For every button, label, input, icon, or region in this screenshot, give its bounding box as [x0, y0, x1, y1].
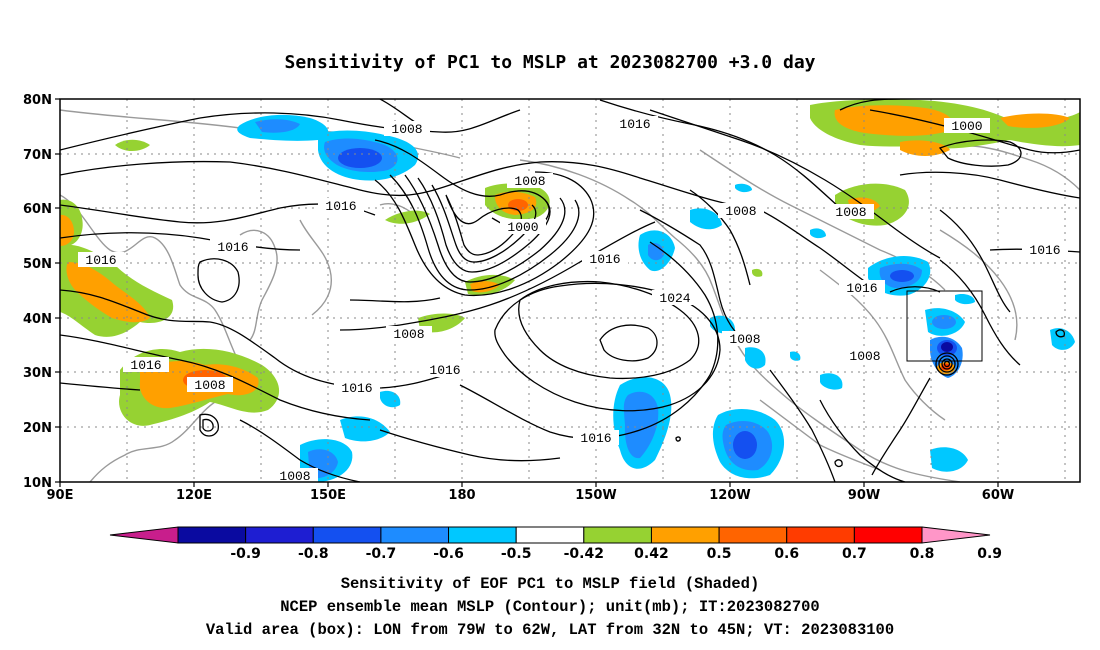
contour-label: 1016 — [130, 358, 161, 373]
colorbar: -0.9 -0.8 -0.7 -0.6 -0.5 -0.42 0.42 0.5 0.6 0.7 0.… — [109, 526, 1002, 562]
caption-line-3: Valid area (box): LON from 79W to 62W, L… — [206, 621, 894, 639]
colorbar-label: -0.7 — [366, 546, 397, 562]
lon-tick-label: 120E — [176, 488, 212, 503]
colorbar-label: 0.7 — [842, 546, 867, 562]
colorbar-segment — [245, 526, 314, 544]
latitude-axis: 80N 70N 60N 50N 40N 30N 20N 10N — [23, 93, 60, 491]
lat-tick-label: 70N — [23, 148, 52, 163]
colorbar-segment — [380, 526, 450, 544]
colorbar-label: 0.5 — [707, 546, 732, 562]
colorbar-segment — [853, 526, 923, 544]
lat-tick-label: 10N — [23, 476, 52, 491]
colorbar-label: 0.9 — [977, 546, 1002, 562]
colorbar-max-arrow — [921, 526, 991, 544]
lon-tick-label: 90W — [848, 488, 880, 503]
contour-label: 1016 — [341, 381, 372, 396]
colorbar-segment — [177, 526, 247, 544]
longitude-axis: 90E 120E 150E 180 150W 120W 90W 60W — [47, 482, 1014, 503]
colorbar-label: 0.8 — [910, 546, 935, 562]
lat-tick-label: 50N — [23, 257, 52, 272]
lat-tick-label: 30N — [23, 366, 52, 381]
valid-area-box — [906, 290, 983, 362]
contour-label: 1016 — [1029, 243, 1060, 258]
mslp-contours — [60, 99, 1080, 482]
contour-label: 1008 — [279, 469, 310, 484]
colorbar-segment — [515, 526, 585, 544]
colorbar-segment — [583, 526, 652, 544]
contour-label: 1016 — [217, 240, 248, 255]
contour-label: 1008 — [194, 378, 225, 393]
contour-label: 1000 — [507, 220, 538, 235]
colorbar-segment — [718, 526, 788, 544]
contour-label: 1016 — [429, 363, 460, 378]
contour-label: 1008 — [849, 349, 880, 364]
lon-tick-label: 120W — [709, 488, 750, 503]
colorbar-segment — [786, 526, 855, 544]
colorbar-label: -0.9 — [230, 546, 261, 562]
lon-tick-label: 180 — [448, 488, 475, 503]
colorbar-label: 0.42 — [634, 546, 669, 562]
caption-line-1: Sensitivity of EOF PC1 to MSLP field (Sh… — [341, 575, 760, 593]
lat-tick-label: 40N — [23, 312, 52, 327]
map-frame — [59, 98, 1081, 483]
map-area: 1008 1016 1000 1008 1016 1008 1016 1008 … — [60, 99, 1080, 484]
lon-tick-label: 90E — [47, 488, 74, 503]
lat-tick-label: 80N — [23, 93, 52, 108]
colorbar-label: 0.6 — [774, 546, 799, 562]
sensitivity-shading — [60, 99, 1080, 482]
contour-label: 1008 — [514, 174, 545, 189]
contour-label: 1008 — [835, 205, 866, 220]
caption-line-2: NCEP ensemble mean MSLP (Contour); unit(… — [280, 598, 820, 616]
figure-title: Sensitivity of PC1 to MSLP at 2023082700… — [284, 52, 815, 73]
colorbar-segment — [312, 526, 382, 544]
contour-label: 1008 — [729, 332, 760, 347]
colorbar-label: -0.8 — [298, 546, 329, 562]
contour-label: 1008 — [725, 204, 756, 219]
lat-tick-label: 20N — [23, 421, 52, 436]
lon-tick-label: 60W — [982, 488, 1014, 503]
contour-labels: 1008 1016 1000 1008 1016 1008 1016 1008 … — [78, 116, 1068, 484]
contour-label: 1016 — [85, 253, 116, 268]
lon-tick-label: 150E — [310, 488, 346, 503]
lat-tick-label: 60N — [23, 202, 52, 217]
contour-label: 1016 — [325, 199, 356, 214]
lon-tick-label: 150W — [575, 488, 616, 503]
colorbar-label: -0.6 — [433, 546, 464, 562]
contour-label: 1024 — [659, 291, 690, 306]
colorbar-segment — [448, 526, 517, 544]
contour-label: 1000 — [951, 119, 982, 134]
contour-label: 1016 — [589, 252, 620, 267]
contour-label: 1008 — [393, 327, 424, 342]
contour-label: 1016 — [846, 281, 877, 296]
colorbar-segment — [650, 526, 720, 544]
colorbar-label: -0.5 — [501, 546, 532, 562]
contour-label: 1008 — [391, 122, 422, 137]
contour-label: 1016 — [580, 431, 611, 446]
colorbar-label: -0.42 — [564, 546, 604, 562]
colorbar-min-arrow — [109, 526, 179, 544]
contour-label: 1016 — [619, 117, 650, 132]
